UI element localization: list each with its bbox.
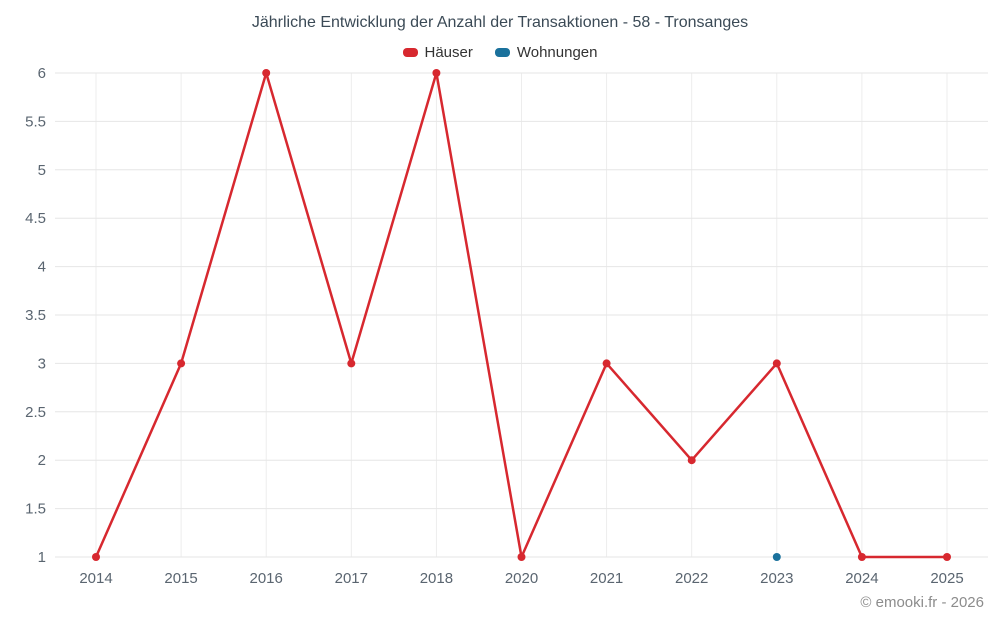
svg-text:2024: 2024 [845, 570, 878, 587]
svg-text:2016: 2016 [250, 570, 283, 587]
svg-text:2014: 2014 [79, 570, 112, 587]
legend-swatch-haeuser [402, 48, 418, 57]
svg-text:6: 6 [38, 65, 46, 82]
svg-text:2017: 2017 [335, 570, 368, 587]
legend-item-haeuser[interactable]: Häuser [402, 44, 473, 61]
chart-title: Jährliche Entwicklung der Anzahl der Tra… [251, 14, 749, 31]
svg-text:2023: 2023 [760, 570, 793, 587]
svg-text:5: 5 [38, 162, 46, 179]
svg-text:3.5: 3.5 [25, 307, 46, 324]
svg-text:2015: 2015 [164, 570, 197, 587]
svg-text:4.5: 4.5 [25, 210, 46, 227]
svg-text:4: 4 [38, 259, 46, 276]
svg-text:2022: 2022 [675, 570, 708, 587]
svg-text:1: 1 [38, 549, 46, 566]
svg-text:2025: 2025 [930, 570, 963, 587]
svg-text:1.5: 1.5 [25, 501, 46, 518]
svg-text:5.5: 5.5 [25, 113, 46, 130]
svg-text:2: 2 [38, 452, 46, 469]
svg-text:2.5: 2.5 [25, 404, 46, 421]
copyright: © emooki.fr - 2026 [860, 594, 984, 611]
legend-item-wohnungen[interactable]: Wohnungen [494, 44, 598, 61]
svg-text:3: 3 [38, 355, 46, 372]
svg-text:2018: 2018 [420, 570, 453, 587]
svg-text:2021: 2021 [590, 570, 623, 587]
legend-label-haeuser: Häuser [424, 44, 473, 61]
legend: Häuser Wohnungen [0, 44, 1000, 61]
legend-swatch-wohnungen [494, 48, 510, 57]
legend-label-wohnungen: Wohnungen [516, 44, 598, 61]
svg-text:2020: 2020 [505, 570, 538, 587]
